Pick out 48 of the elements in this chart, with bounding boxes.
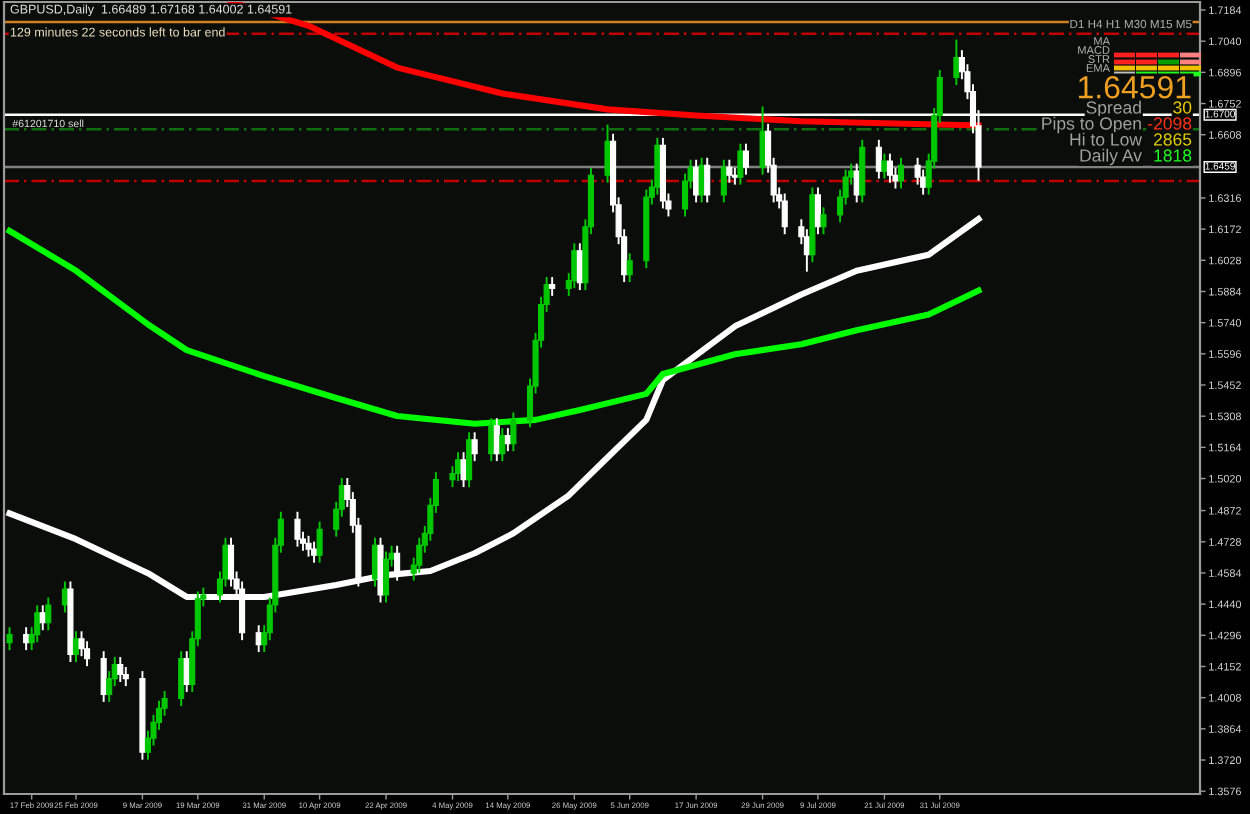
candlestick (875, 139, 882, 179)
candlestick (726, 159, 733, 183)
candlestick (394, 545, 401, 581)
candlestick (759, 106, 766, 175)
candlestick (23, 627, 30, 651)
annotation: -2098 (1148, 117, 1192, 130)
candlestick (305, 535, 312, 557)
candlestick (466, 432, 473, 488)
candlestick (886, 153, 893, 183)
candlestick (626, 253, 633, 283)
candlestick (742, 143, 750, 175)
candlestick (781, 193, 788, 235)
annotation: Daily Av (1080, 148, 1142, 166)
candlestick (383, 551, 390, 603)
candlestick (117, 657, 124, 682)
candlestick (881, 153, 888, 179)
candlestick (100, 651, 107, 702)
annotation: 30 (1173, 101, 1192, 114)
candlestick (45, 597, 52, 631)
annotation: Pips to Open (1042, 116, 1141, 134)
candlestick (704, 157, 711, 203)
annotation: Hi to Low (1070, 132, 1143, 146)
candlestick (471, 432, 478, 462)
candlestick (720, 159, 727, 203)
annotation: 1.64591 (1078, 75, 1191, 99)
candlestick (294, 511, 301, 547)
line-series (6, 227, 982, 427)
candlestick (510, 412, 517, 452)
candlestick (571, 243, 578, 289)
candlestick (737, 143, 744, 185)
candlestick (316, 521, 323, 563)
candlestick (820, 207, 827, 235)
candlestick (499, 428, 506, 462)
candlestick (178, 651, 185, 706)
annotation: 2865 (1153, 133, 1192, 146)
candlestick (859, 139, 866, 203)
candlestick (953, 39, 960, 86)
candlestick (311, 541, 318, 563)
candlestick (460, 452, 467, 488)
candlestick (488, 418, 495, 462)
annotation: Spread (1086, 100, 1141, 118)
candlestick (6, 627, 13, 651)
candlestick (814, 187, 821, 235)
candlestick (693, 159, 700, 203)
candlestick (897, 157, 905, 189)
annotation: 1818 (1154, 149, 1192, 162)
candlestick (604, 124, 611, 183)
candlestick (34, 605, 41, 643)
